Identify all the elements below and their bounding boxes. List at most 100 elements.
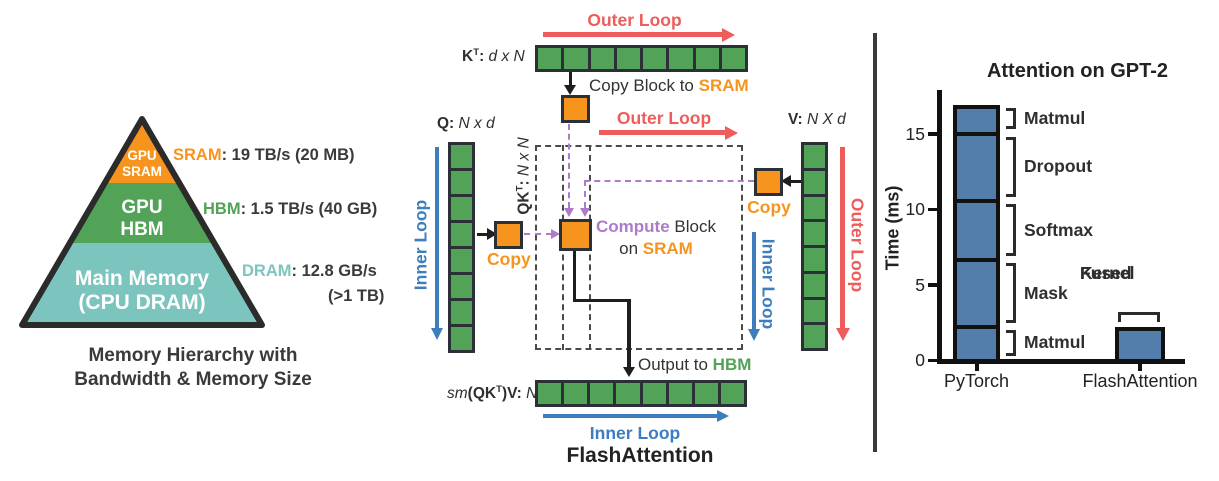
sram-word-compute: SRAM: [642, 239, 693, 259]
output-path-seg1: [572, 248, 576, 302]
compute-block-label: Compute Block on SRAM: [596, 217, 716, 259]
matrix-block-cell: [804, 170, 825, 194]
segment-bracket: [1006, 263, 1016, 323]
kt-matrix-label: KT: d x N: [462, 47, 525, 66]
matrix-block-cell: [451, 327, 472, 350]
y-tick-label: 0: [915, 350, 925, 370]
bar-segment-divider: [953, 258, 1000, 263]
matrix-block-cell: [721, 48, 745, 69]
outer-loop-top-arrowhead: [722, 27, 735, 42]
matrix-block-cell: [451, 197, 472, 220]
matrix-block-cell: [804, 196, 825, 220]
matrix-block-cell: [451, 275, 472, 298]
segment-bracket: [1006, 107, 1016, 130]
bar-pytorch: [953, 104, 1000, 363]
inner-loop-left-arrowhead: [430, 328, 443, 340]
v-matrix-label: V: N X d: [788, 111, 846, 128]
y-axis: [937, 90, 942, 364]
bar-segment-divider: [953, 324, 1000, 329]
y-tick-label: 5: [915, 274, 925, 295]
matrix-block-cell: [804, 273, 825, 297]
y-tick: [928, 132, 938, 136]
x-tick: [974, 363, 979, 371]
y-tick-label: 15: [905, 123, 925, 144]
matrix-block-cell: [451, 171, 472, 194]
pyramid-dram-line2: (CPU DRAM): [78, 291, 205, 314]
pyramid-level-hbm: [70, 183, 214, 243]
matrix-block-cell: [804, 299, 825, 323]
copy-path-from-kt: [568, 124, 570, 208]
v-to-copy-arrowhead: [781, 175, 791, 187]
v-matrix-blocks: [801, 142, 828, 351]
outer-loop-right-arrowhead: [835, 328, 850, 341]
hbm-word: HBM: [203, 200, 241, 218]
segment-label: Softmax: [1024, 219, 1094, 240]
outer-loop-right-label: Outer Loop: [847, 197, 868, 293]
q-matrix-label: Q: N x d: [437, 115, 495, 132]
outer-loop-mid-arrow: [599, 130, 727, 135]
matrix-block-cell: [668, 383, 692, 404]
outer-loop-mid-label: Outer Loop: [616, 108, 712, 128]
q-matrix-blocks: [448, 142, 475, 353]
compute-word: Compute: [596, 217, 670, 236]
dram-word: DRAM: [242, 262, 292, 280]
copy-path-kt-arrowhead: [563, 208, 574, 217]
v-copy-block: [754, 168, 783, 196]
copy-path-v-down: [584, 180, 586, 208]
matrix-block-cell: [695, 48, 719, 69]
flashattention-caption: FlashAttention: [566, 444, 714, 467]
matrix-block-cell: [451, 249, 472, 272]
matrix-block-cell: [616, 48, 640, 69]
sram-word: SRAM: [173, 146, 222, 164]
matrix-block-cell: [451, 145, 472, 168]
matrix-block-cell: [804, 325, 825, 348]
y-tick: [928, 207, 938, 211]
outer-loop-mid-arrowhead: [725, 125, 738, 140]
kt-matrix-blocks: [535, 45, 748, 72]
bar-flashattention: [1115, 326, 1165, 363]
dram-size-label: (>1 TB): [328, 287, 385, 305]
matrix-block-cell: [669, 48, 693, 69]
kt-to-sram-arrow: [568, 72, 572, 87]
qkt-matrix-region: [535, 145, 743, 350]
inner-loop-right-label: Inner Loop: [758, 238, 779, 330]
inner-loop-right-arrowhead: [747, 329, 760, 341]
segment-label: Matmul: [1024, 108, 1086, 129]
qkt-matrix-label: QKT: N x N: [514, 137, 533, 215]
copy-path-from-v: [584, 180, 754, 182]
v-copy-label: Copy: [747, 197, 791, 217]
copy-path-q-arrowhead: [551, 228, 560, 239]
y-tick: [928, 358, 938, 362]
matrix-block-cell: [590, 48, 614, 69]
hbm-bandwidth-label: HBM: 1.5 TB/s (40 GB): [203, 200, 378, 218]
panel-divider: [873, 33, 877, 452]
output-path-seg3: [627, 298, 631, 369]
copy-path-from-q: [524, 233, 552, 235]
inner-loop-left-label: Inner Loop: [410, 199, 431, 291]
bar-segment-divider: [953, 131, 1000, 136]
inner-loop-bottom-label: Inner Loop: [589, 423, 681, 443]
hbm-word: HBM: [712, 355, 752, 374]
pyramid-dram-line1: Main Memory: [75, 267, 210, 290]
compute-block: [559, 219, 592, 251]
matrix-block-cell: [804, 222, 825, 245]
matrix-block-cell: [451, 223, 472, 246]
matrix-block-cell: [616, 383, 640, 404]
outer-loop-top-arrow: [543, 32, 724, 37]
matrix-block-cell: [451, 301, 472, 324]
fused-kernel-bracket: [1118, 311, 1160, 322]
segment-bracket: [1006, 329, 1016, 356]
segment-bracket: [1006, 136, 1016, 198]
outer-loop-right-arrow: [840, 147, 845, 329]
x-tick: [1138, 363, 1142, 371]
x-axis: [937, 359, 1185, 364]
inner-loop-right-arrow: [752, 232, 756, 330]
pyramid-sram-line2: SRAM: [122, 164, 162, 179]
q-copy-block: [494, 221, 523, 249]
segment-label: Dropout: [1024, 156, 1093, 177]
pyramid-outline: [19, 116, 265, 328]
kt-to-sram-arrowhead: [564, 85, 576, 95]
inner-loop-left-arrow: [435, 147, 439, 329]
q-copy-label: Copy: [487, 249, 531, 269]
